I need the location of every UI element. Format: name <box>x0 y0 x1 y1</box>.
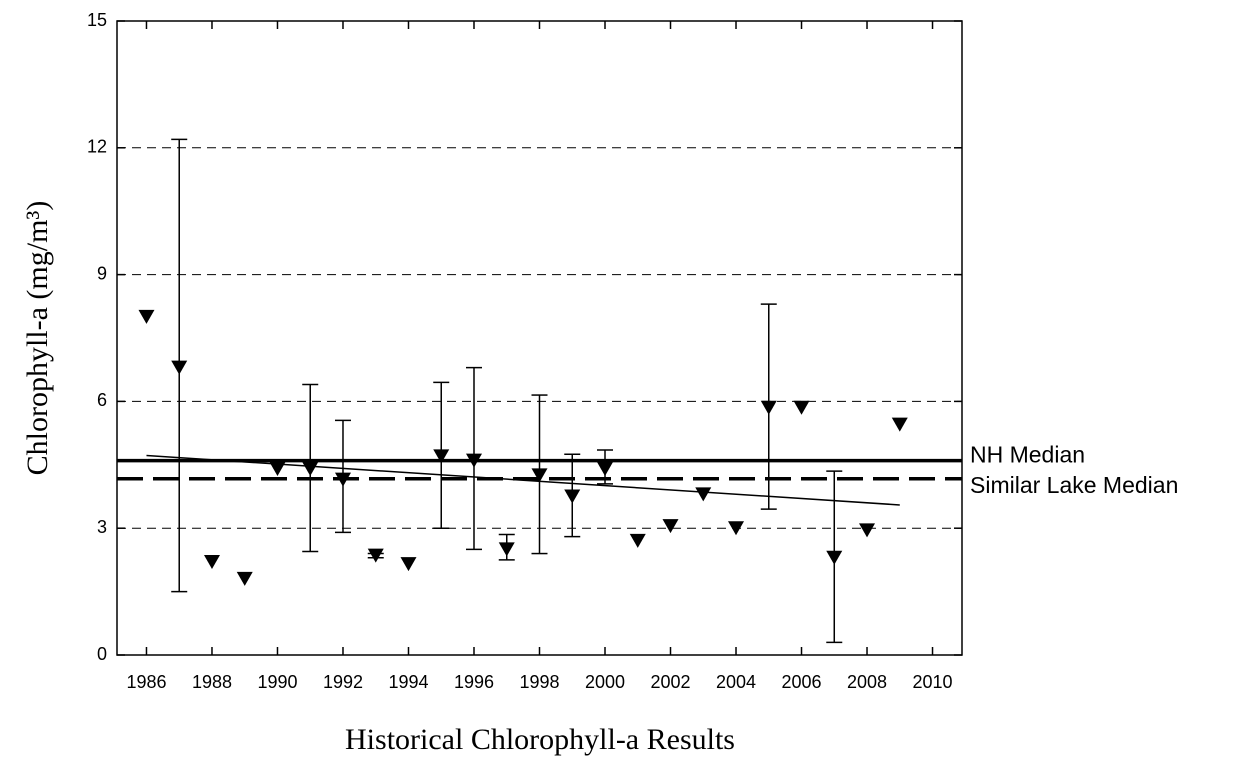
y-tick-label: 9 <box>97 263 107 283</box>
marker <box>793 400 810 415</box>
marker <box>367 548 384 563</box>
x-axis-title: Historical Chlorophyll-a Results <box>345 723 735 756</box>
x-tick-label: 1996 <box>454 672 494 692</box>
x-tick-label: 2002 <box>650 672 690 692</box>
marker <box>597 462 614 477</box>
x-tick-label: 2010 <box>912 672 952 692</box>
marker <box>334 472 351 487</box>
reference-label: NH Median <box>970 442 1085 468</box>
x-tick-label: 2008 <box>847 672 887 692</box>
marker <box>859 523 876 538</box>
marker <box>662 519 679 534</box>
x-tick-label: 2004 <box>716 672 756 692</box>
marker <box>728 521 745 536</box>
marker <box>695 487 712 502</box>
marker <box>203 555 220 570</box>
marker <box>433 449 450 464</box>
x-tick-label: 1990 <box>257 672 297 692</box>
x-tick-label: 1992 <box>323 672 363 692</box>
marker <box>400 557 417 572</box>
x-tick-label: 1988 <box>192 672 232 692</box>
y-tick-label: 6 <box>97 390 107 410</box>
marker <box>531 468 548 483</box>
reference-label: Similar Lake Median <box>970 472 1178 498</box>
marker <box>302 462 319 477</box>
x-tick-label: 1998 <box>519 672 559 692</box>
y-tick-label: 3 <box>97 517 107 537</box>
marker <box>171 360 188 375</box>
marker <box>138 309 155 324</box>
y-tick-label: 0 <box>97 644 107 664</box>
marker <box>236 571 253 586</box>
plot-frame <box>116 20 963 656</box>
marker <box>465 453 482 468</box>
marker <box>760 400 777 415</box>
x-tick-label: 1994 <box>388 672 428 692</box>
y-tick-label: 12 <box>87 137 107 157</box>
x-tick-label: 2006 <box>781 672 821 692</box>
x-tick-label: 1986 <box>126 672 166 692</box>
x-tick-label: 2000 <box>585 672 625 692</box>
marker <box>564 489 581 504</box>
marker <box>498 542 515 557</box>
y-axis-title: Chlorophyll-a (mg/m³) <box>21 201 54 476</box>
marker <box>269 462 286 477</box>
marker <box>891 417 908 432</box>
marker <box>826 550 843 565</box>
y-tick-label: 15 <box>87 10 107 30</box>
marker <box>629 533 646 548</box>
